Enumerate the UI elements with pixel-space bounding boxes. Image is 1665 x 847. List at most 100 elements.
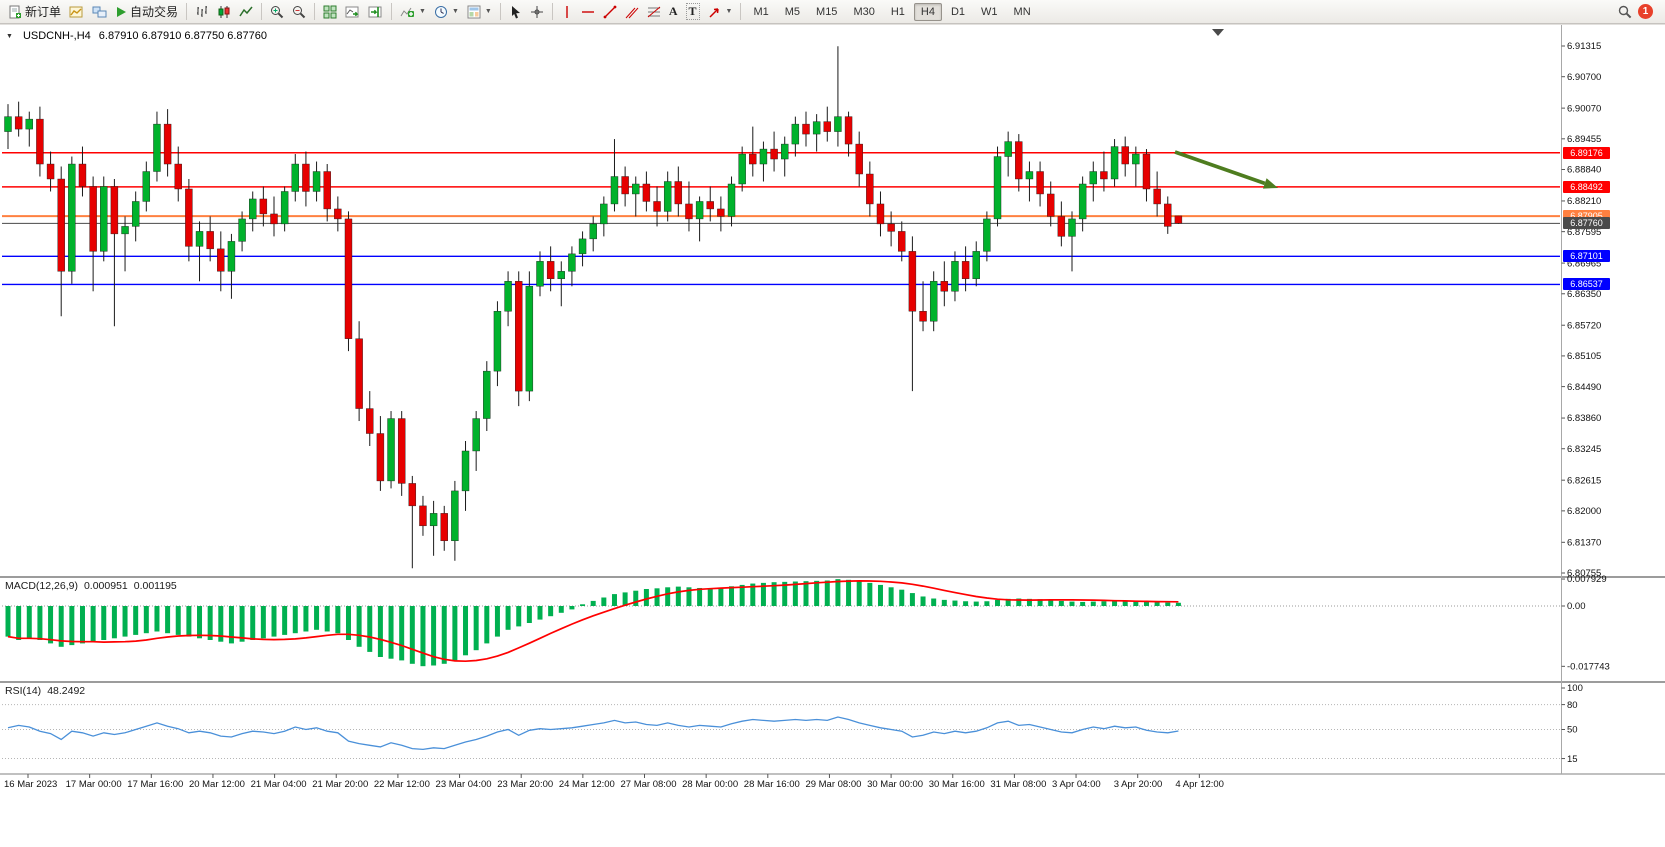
candle-body (525, 286, 534, 392)
candle-body (759, 148, 768, 165)
trendline-button[interactable] (599, 1, 621, 23)
price-axis[interactable]: 6.91315 6.90700 6.90070 6.89455 6.88840 6.882… (1561, 41, 1610, 765)
macd-histogram-bar (941, 599, 947, 606)
templates-button[interactable]: ▼ (463, 1, 496, 23)
time-axis-label: 29 Mar 08:00 (805, 779, 861, 790)
macd-histogram-bar (686, 587, 692, 606)
macd-histogram-bar (37, 606, 43, 640)
macd-histogram-bar (494, 606, 500, 637)
macd-histogram-bar (973, 601, 979, 606)
crosshair-button[interactable] (526, 1, 548, 23)
price-axis-label: 6.87595 (1567, 227, 1601, 238)
candle-body (706, 201, 714, 210)
zoom-out-button[interactable] (288, 1, 310, 23)
profiles-button[interactable] (88, 1, 111, 23)
candle-body (387, 418, 395, 482)
chart-plot-area[interactable] (0, 25, 1560, 573)
candle-body (280, 191, 289, 225)
price-axis-label: 6.86350 (1567, 289, 1601, 300)
bar-chart-button[interactable] (191, 1, 213, 23)
timeframe-MN-button[interactable]: MN (1013, 5, 1031, 18)
price-tag: 6.89176 (1563, 146, 1610, 159)
price-axis-label: 6.89455 (1567, 134, 1601, 145)
tile-windows-button[interactable] (319, 1, 341, 23)
chart-window[interactable]: 6.91315 6.90700 6.90070 6.89455 6.88840 6.882… (0, 24, 1665, 847)
price-tag: 6.87101 (1563, 250, 1610, 263)
candlestick-chart-icon (218, 5, 230, 18)
one-click-trading-arrow-icon[interactable]: ▼ (6, 32, 13, 40)
macd-histogram-bar (143, 606, 149, 634)
macd-histogram-bar (207, 606, 213, 640)
timeframe-M5-button[interactable]: M5 (784, 5, 801, 18)
candle-body (89, 186, 97, 252)
autotrading-button[interactable]: 自动交易 (111, 1, 182, 23)
candle-body (25, 118, 33, 130)
timeframe-D1-button[interactable]: D1 (950, 5, 966, 18)
candle-body (1057, 216, 1066, 237)
text-label-icon: T (685, 3, 700, 20)
arrows-button[interactable]: ▼ (704, 1, 737, 23)
macd-histogram-bar (835, 579, 841, 606)
macd-axis-label: 0.007929 (1567, 574, 1607, 585)
notification-badge[interactable]: 1 (1638, 4, 1653, 19)
time-axis-label: 28 Mar 16:00 (744, 779, 800, 790)
macd-histogram-bar (899, 589, 905, 606)
candle-body (163, 123, 172, 165)
candle-body (557, 271, 565, 280)
candle-body (642, 183, 651, 202)
periods-button[interactable]: ▼ (430, 1, 463, 23)
macd-histogram-bar (526, 606, 532, 623)
macd-histogram-bar (1069, 601, 1075, 606)
auto-scroll-button[interactable] (341, 1, 364, 23)
chart-title-overlay: ▼ USDCNH-,H4 6.87910 6.87910 6.87750 6.8… (6, 30, 267, 42)
chart-shift-marker-icon[interactable] (1212, 29, 1224, 36)
indicators-button[interactable]: ▼ (396, 1, 430, 23)
timeframe-H1-button[interactable]: H1 (890, 5, 905, 18)
macd-histogram-bar (771, 582, 777, 606)
macd-histogram-bar (218, 606, 224, 642)
text-label-button[interactable]: T (682, 1, 704, 23)
candle-body (663, 181, 672, 212)
macd-histogram-bar (292, 606, 298, 634)
timeframe-W1-button[interactable]: W1 (981, 5, 998, 18)
macd-histogram-bar (665, 587, 671, 606)
macd-axis-label: 0.00 (1567, 601, 1586, 612)
candle-body (142, 171, 151, 202)
chart-canvas[interactable]: 6.91315 6.90700 6.90070 6.89455 6.88840 6.882… (0, 25, 1665, 847)
timeframe-M1-button[interactable]: M1 (753, 5, 769, 18)
candle-body (568, 253, 576, 272)
line-chart-button[interactable] (235, 1, 257, 23)
macd-histogram-bar (877, 584, 883, 606)
macd-histogram-bar (707, 588, 713, 606)
macd-name: MACD(12,26,9) (5, 580, 78, 592)
cursor-button[interactable] (505, 1, 526, 23)
new-order-button[interactable]: 新订单 (4, 1, 65, 23)
timeframe-H4-button[interactable]: H4 (913, 2, 942, 21)
macd-histogram-bar (1026, 598, 1032, 606)
horizontal-line-button[interactable] (577, 1, 599, 23)
price-axis-label: 6.84490 (1567, 382, 1601, 393)
candle-body (121, 226, 129, 235)
timeframe-M15-button[interactable]: M15 (816, 5, 838, 18)
vertical-line-button[interactable] (557, 1, 577, 23)
equidistant-channel-button[interactable] (621, 1, 643, 23)
candle-body (855, 143, 863, 175)
fibonacci-button[interactable] (643, 1, 665, 23)
trend-arrow-annotation[interactable] (1174, 150, 1278, 189)
time-axis[interactable]: 16 Mar 2023 17 Mar 00:00 17 Mar 16:00 20 Ma… (4, 774, 1224, 790)
time-axis-label: 30 Mar 16:00 (929, 779, 985, 790)
candle-body (344, 218, 353, 339)
candlestick-chart-button[interactable] (213, 1, 235, 23)
chart-shift-button[interactable] (364, 1, 387, 23)
macd-histogram-bar (505, 606, 511, 630)
zoom-in-button[interactable] (266, 1, 288, 23)
candle-body (1089, 171, 1097, 185)
candle-body (429, 513, 438, 527)
text-button[interactable]: A (665, 1, 682, 23)
search-button[interactable] (1614, 1, 1636, 23)
new-chart-button[interactable] (65, 1, 88, 23)
timeframe-M30-button[interactable]: M30 (853, 5, 875, 18)
candle-body (1047, 193, 1055, 217)
toolbar-separator (186, 3, 188, 20)
price-axis-label: 6.82615 (1567, 475, 1601, 486)
